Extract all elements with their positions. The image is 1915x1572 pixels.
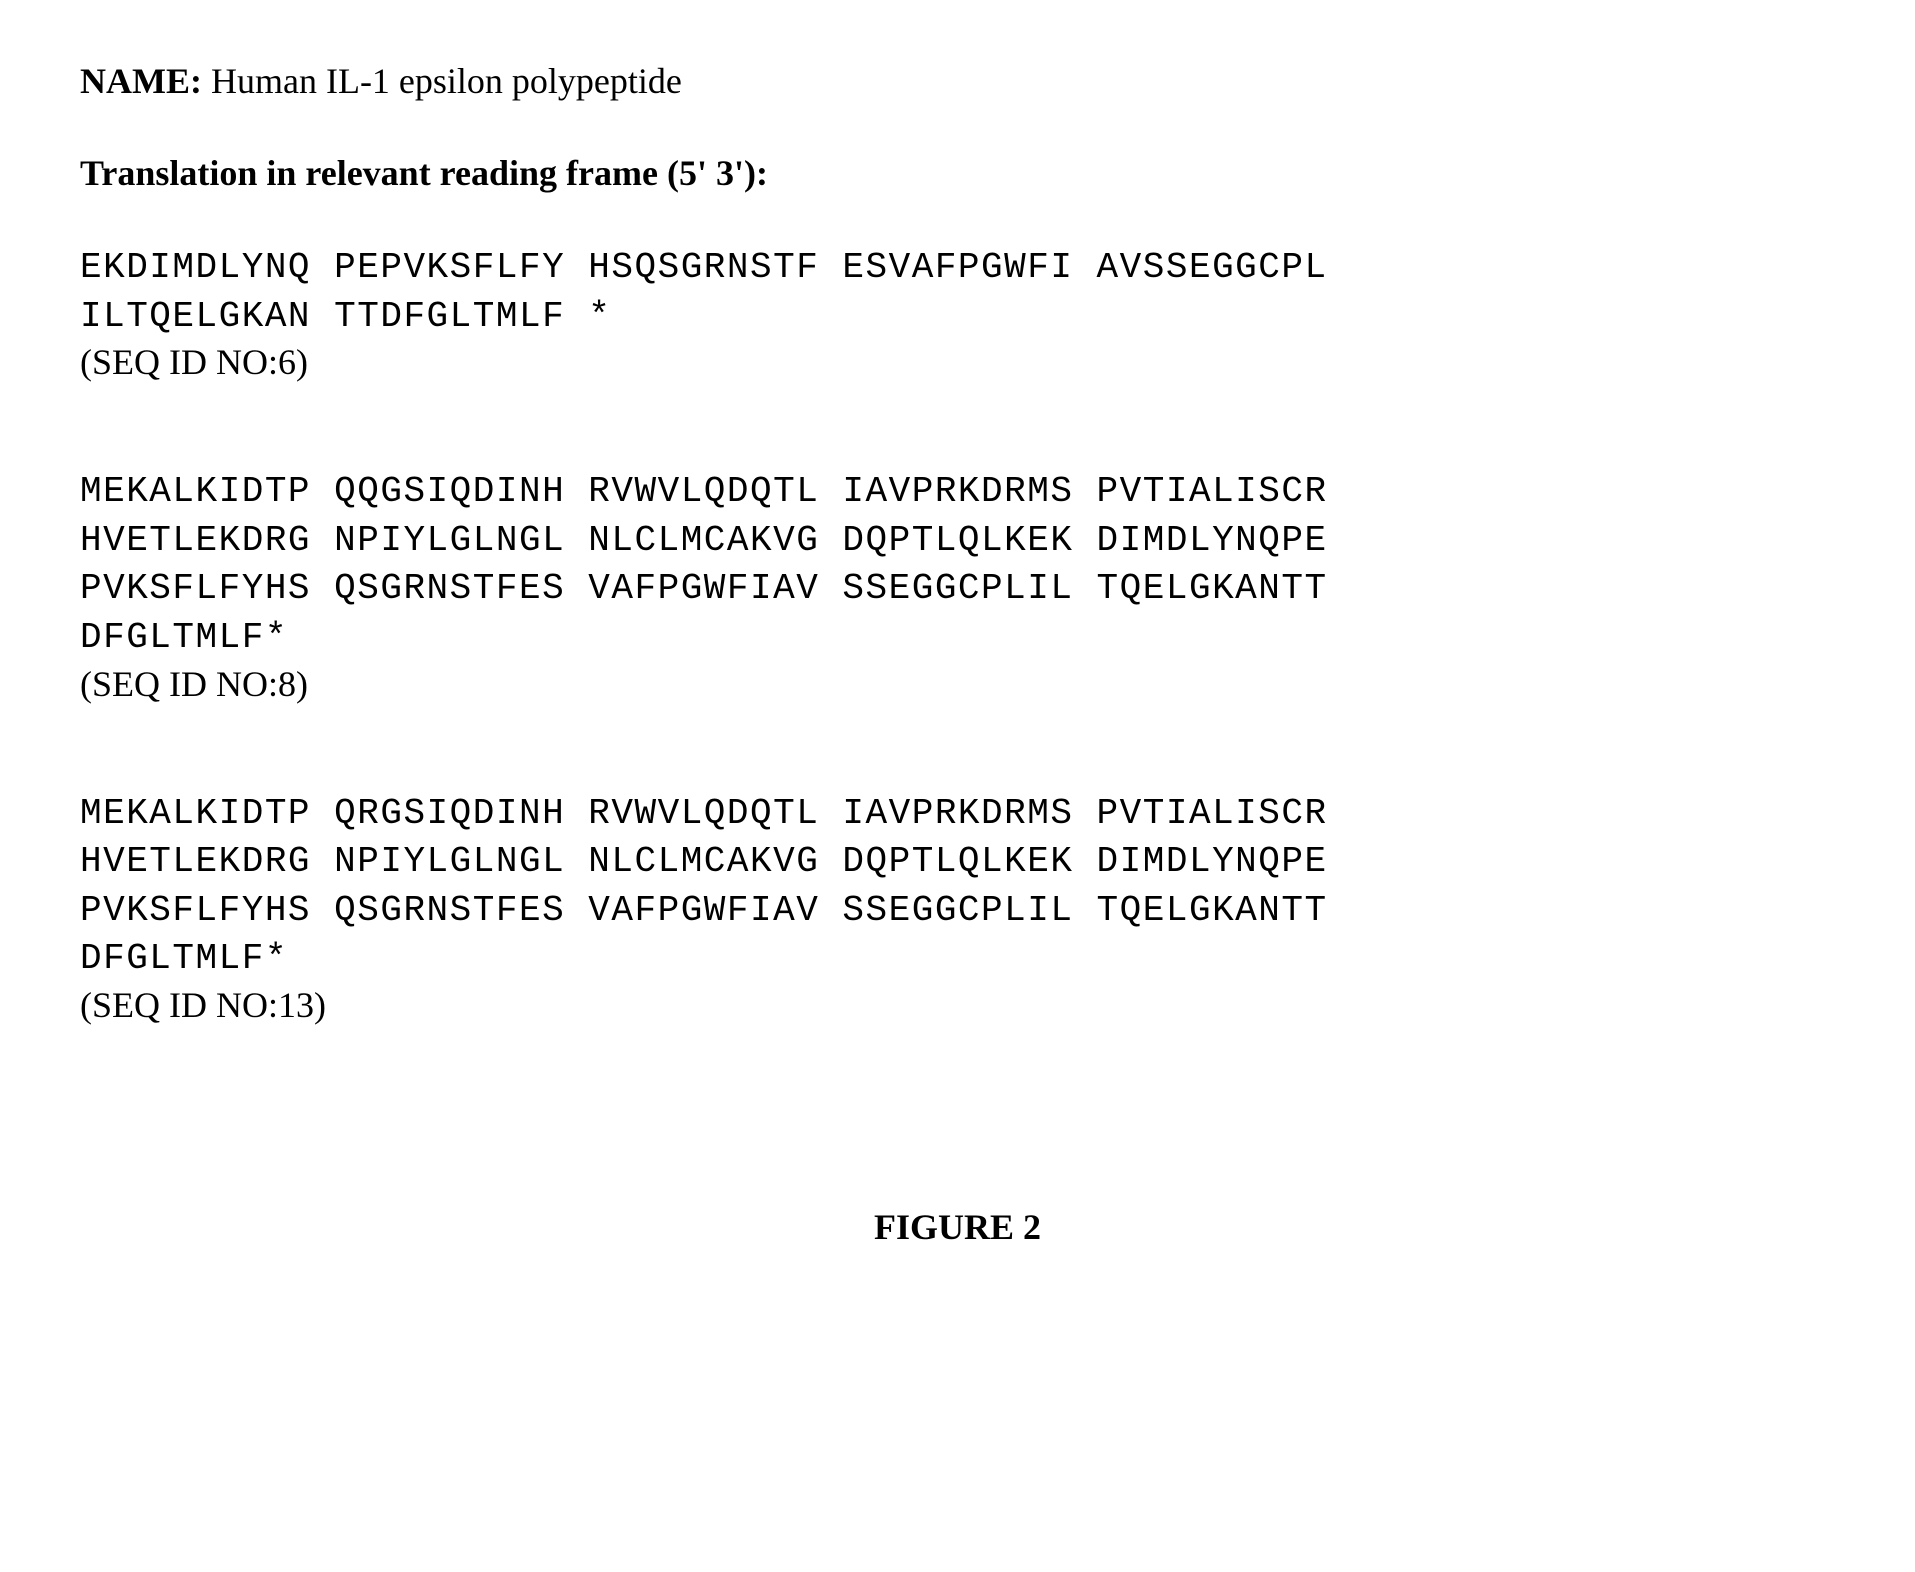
sequence-line: HVETLEKDRG NPIYLGLNGL NLCLMCAKVG DQPTLQL… bbox=[80, 838, 1835, 887]
sequence-line: PVKSFLFYHS QSGRNSTFES VAFPGWFIAV SSEGGCP… bbox=[80, 887, 1835, 936]
sequence-block-3: MEKALKIDTP QRGSIQDINH RVWVLQDQTL IAVPRKD… bbox=[80, 790, 1835, 1026]
sequence-line: DFGLTMLF* bbox=[80, 614, 1835, 663]
seq-id-label: (SEQ ID NO:8) bbox=[80, 663, 1835, 705]
figure-label: FIGURE 2 bbox=[80, 1206, 1835, 1248]
name-label: NAME: bbox=[80, 61, 202, 101]
sequence-block-2: MEKALKIDTP QQGSIQDINH RVWVLQDQTL IAVPRKD… bbox=[80, 468, 1835, 704]
sequence-line: EKDIMDLYNQ PEPVKSFLFY HSQSGRNSTF ESVAFPG… bbox=[80, 244, 1835, 293]
name-line: NAME: Human IL-1 epsilon polypeptide bbox=[80, 60, 1835, 102]
translation-header: Translation in relevant reading frame (5… bbox=[80, 152, 1835, 194]
sequence-line: DFGLTMLF* bbox=[80, 935, 1835, 984]
sequence-block-1: EKDIMDLYNQ PEPVKSFLFY HSQSGRNSTF ESVAFPG… bbox=[80, 244, 1835, 383]
name-value: Human IL-1 epsilon polypeptide bbox=[202, 61, 682, 101]
sequence-line: ILTQELGKAN TTDFGLTMLF * bbox=[80, 293, 1835, 342]
seq-id-label: (SEQ ID NO:6) bbox=[80, 341, 1835, 383]
sequence-line: PVKSFLFYHS QSGRNSTFES VAFPGWFIAV SSEGGCP… bbox=[80, 565, 1835, 614]
sequence-line: HVETLEKDRG NPIYLGLNGL NLCLMCAKVG DQPTLQL… bbox=[80, 517, 1835, 566]
seq-id-label: (SEQ ID NO:13) bbox=[80, 984, 1835, 1026]
sequence-line: MEKALKIDTP QRGSIQDINH RVWVLQDQTL IAVPRKD… bbox=[80, 790, 1835, 839]
sequence-line: MEKALKIDTP QQGSIQDINH RVWVLQDQTL IAVPRKD… bbox=[80, 468, 1835, 517]
